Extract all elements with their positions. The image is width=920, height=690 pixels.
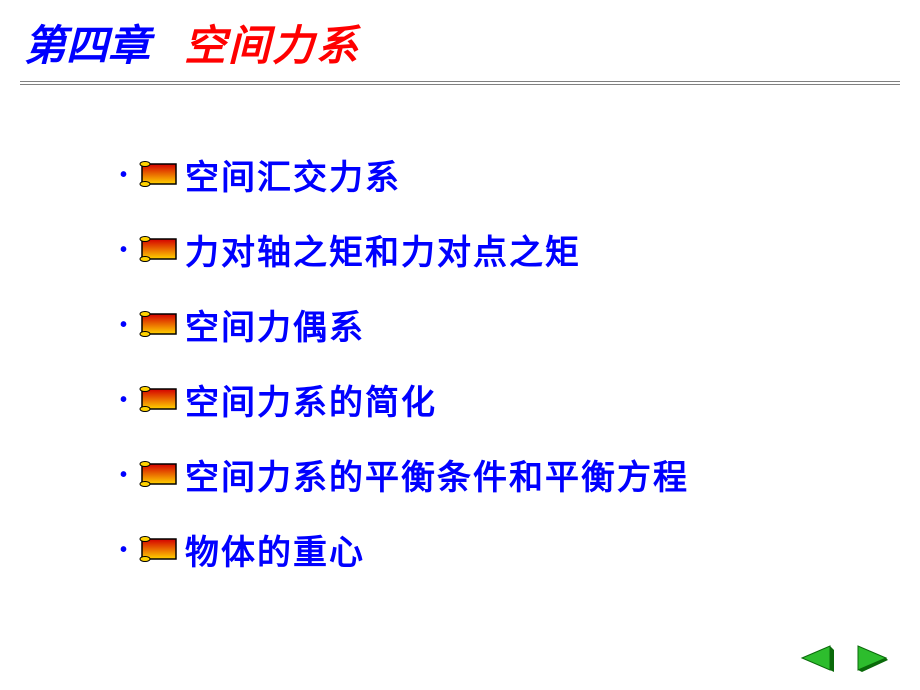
header-line: 第四章 空间力系 (24, 12, 896, 73)
list-item: • 空间力系的简化 (120, 375, 920, 424)
item-label: 力对轴之矩和力对点之矩 (185, 225, 581, 274)
list-item: • 力对轴之矩和力对点之矩 (120, 225, 920, 274)
content-area: • 空间汇交力系 • (0, 85, 920, 574)
slide-header: 第四章 空间力系 (0, 0, 920, 73)
flag-icon (139, 533, 181, 567)
bullet-icon: • (120, 240, 127, 260)
item-label: 物体的重心 (185, 525, 365, 574)
list-item: • 物体的重心 (120, 525, 920, 574)
flag-icon (139, 233, 181, 267)
flag-icon (139, 383, 181, 417)
item-label: 空间力系的简化 (185, 375, 437, 424)
list-item: • 空间力系的平衡条件和平衡方程 (120, 450, 920, 499)
chapter-title: 空间力系 (184, 12, 360, 73)
chapter-label: 第四章 (24, 12, 150, 73)
flag-icon (139, 458, 181, 492)
flag-icon (139, 158, 181, 192)
list-item: • 空间汇交力系 (120, 150, 920, 199)
flag-icon (139, 308, 181, 342)
item-label: 空间汇交力系 (185, 150, 401, 199)
nav-controls (798, 644, 890, 672)
next-button[interactable] (854, 644, 890, 672)
bullet-icon: • (120, 390, 127, 410)
prev-button[interactable] (798, 644, 834, 672)
topic-list: • 空间汇交力系 • (120, 150, 920, 574)
bullet-icon: • (120, 315, 127, 335)
bullet-icon: • (120, 165, 127, 185)
list-item: • 空间力偶系 (120, 300, 920, 349)
item-label: 空间力系的平衡条件和平衡方程 (185, 450, 689, 499)
bullet-icon: • (120, 540, 127, 560)
item-label: 空间力偶系 (185, 300, 365, 349)
bullet-icon: • (120, 465, 127, 485)
